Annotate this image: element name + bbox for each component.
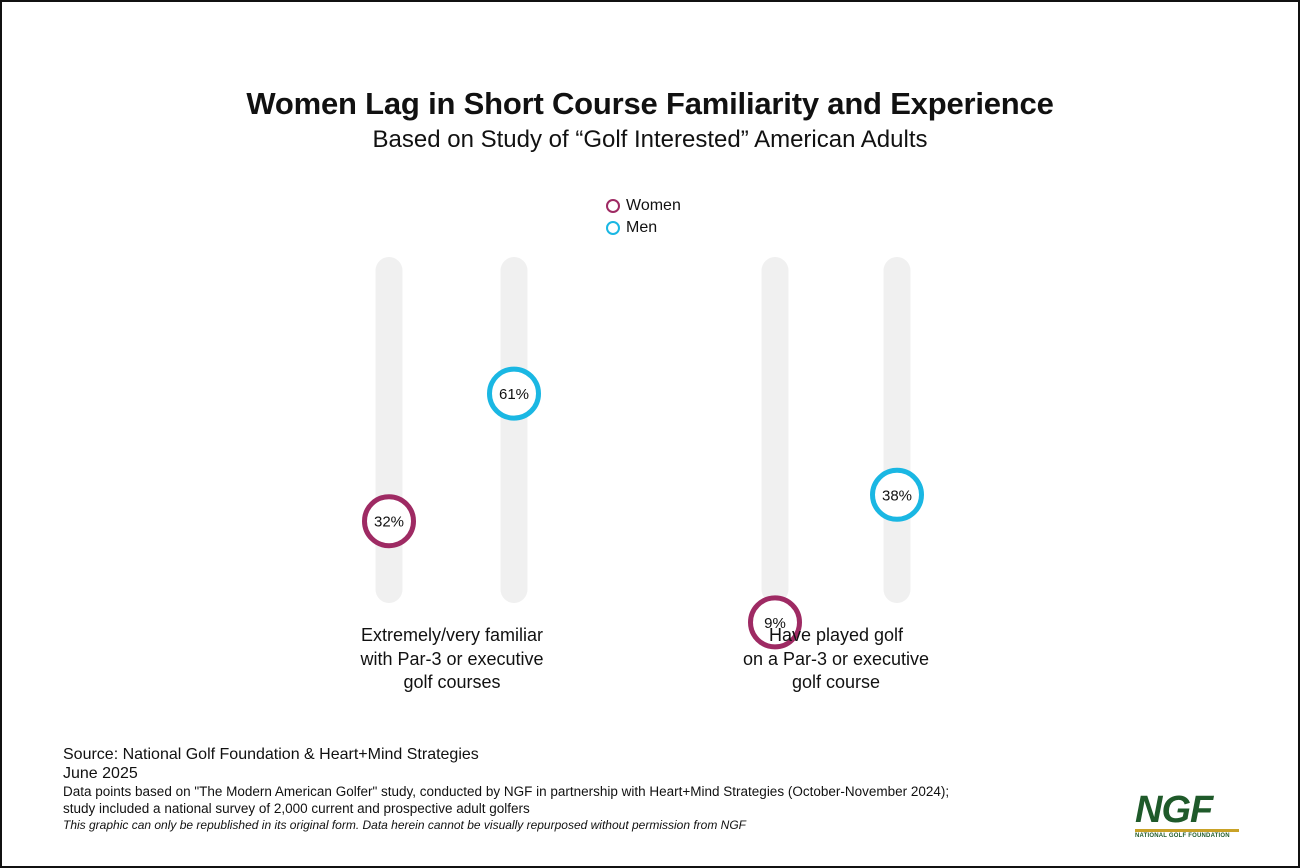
data-label-familiar-men: 61% (499, 386, 529, 403)
legend-label-men: Men (626, 219, 658, 236)
category-label-line: golf courses (403, 672, 501, 692)
chart-title: Women Lag in Short Course Familiarity an… (246, 86, 1054, 121)
methodology-note: Data points based on "The Modern America… (63, 784, 950, 799)
category-label-line: Extremely/very familiar (360, 625, 544, 645)
legend-item-women: Women (606, 195, 681, 217)
data-label-played-men: 38% (882, 487, 912, 504)
track-played-men (883, 257, 911, 603)
methodology-note-continued: study included a national survey of 2,00… (63, 801, 530, 816)
track-familiar-men (500, 257, 528, 603)
track-played-women (761, 257, 789, 603)
legend-item-men: Men (606, 217, 681, 239)
data-label-familiar-women: 32% (374, 514, 404, 531)
dot-familiar-women (362, 494, 416, 549)
ngf-logo-mark: NGF (1135, 789, 1213, 831)
track-familiar-women (375, 257, 403, 603)
ngf-logo-bar (1135, 829, 1239, 832)
category-label-line: Have played golf (768, 625, 904, 645)
legend-label-women: Women (626, 197, 681, 214)
category-label-line: on a Par-3 or executive (742, 648, 930, 669)
category-label-played: Have played golf on a Par-3 or executive… (706, 624, 966, 695)
republish-disclaimer: This graphic can only be republished in … (63, 818, 746, 832)
date-text: June 2025 (63, 765, 138, 782)
category-label-line: with Par-3 or executive (360, 648, 544, 669)
legend: Women Men (606, 195, 681, 239)
dot-played-men (870, 467, 924, 522)
source-block: Source: National Golf Foundation & Heart… (63, 745, 949, 833)
dot-familiar-men (487, 366, 541, 421)
legend-marker-men (606, 221, 620, 235)
ngf-logo: NGF NATIONAL GOLF FOUNDATION (1135, 789, 1239, 839)
data-label-played-women: 9% (764, 615, 786, 632)
category-label-familiar: Extremely/very familiar with Par-3 or ex… (322, 624, 582, 695)
source-text: Source: National Golf Foundation & Heart… (63, 746, 479, 763)
dot-played-women (748, 595, 802, 650)
ngf-logo-tagline: NATIONAL GOLF FOUNDATION (1135, 833, 1230, 839)
legend-marker-women (606, 199, 620, 213)
chart-subtitle: Based on Study of “Golf Interested” Amer… (372, 126, 928, 153)
category-label-line: golf course (791, 672, 881, 692)
